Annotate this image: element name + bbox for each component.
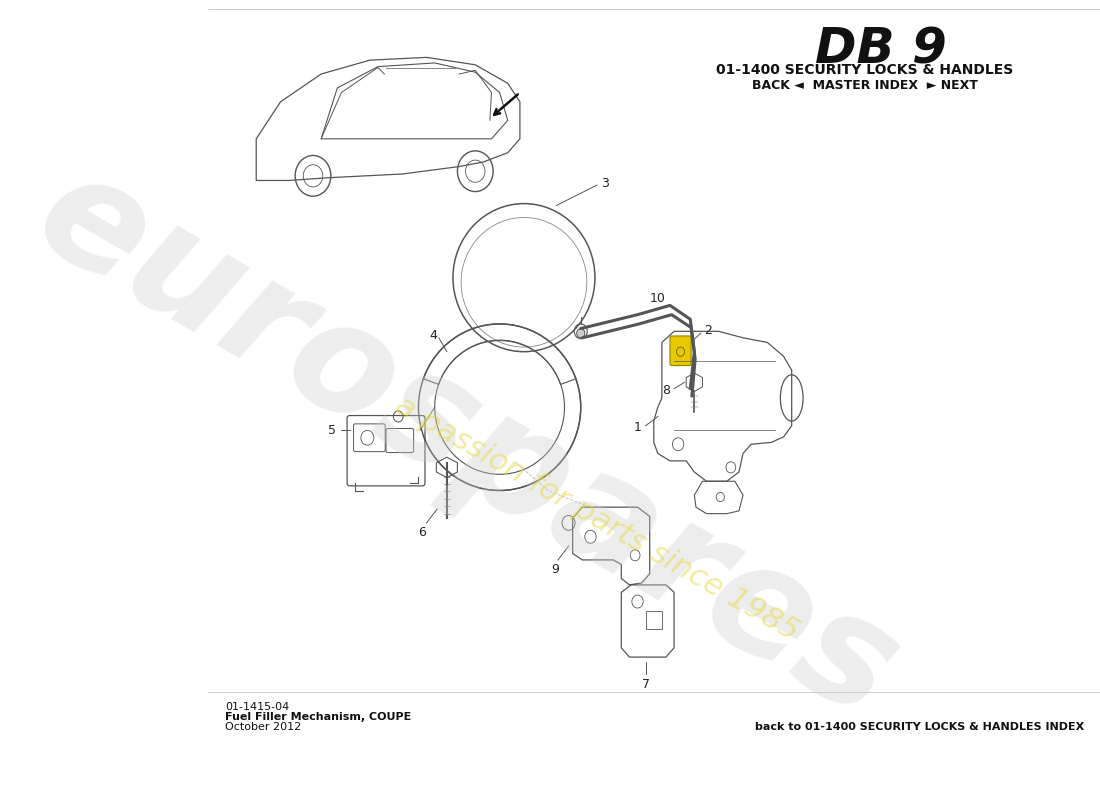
Text: back to 01-1400 SECURITY LOCKS & HANDLES INDEX: back to 01-1400 SECURITY LOCKS & HANDLES… [755, 722, 1084, 732]
Bar [646, 611, 662, 630]
Text: 01-1415-04: 01-1415-04 [226, 702, 289, 711]
Text: 6: 6 [419, 526, 427, 538]
Text: 9: 9 [551, 562, 559, 576]
Circle shape [576, 329, 585, 338]
Text: 01-1400 SECURITY LOCKS & HANDLES: 01-1400 SECURITY LOCKS & HANDLES [716, 63, 1013, 77]
Text: eurospares: eurospares [12, 138, 923, 750]
Text: BACK ◄  MASTER INDEX  ► NEXT: BACK ◄ MASTER INDEX ► NEXT [751, 78, 978, 92]
Text: 3: 3 [601, 177, 609, 190]
Text: DB 9: DB 9 [815, 26, 947, 74]
Text: October 2012: October 2012 [226, 722, 301, 732]
Text: 2: 2 [704, 324, 712, 337]
FancyBboxPatch shape [670, 336, 691, 366]
Text: 8: 8 [662, 384, 670, 397]
Text: 10: 10 [650, 291, 666, 305]
Text: 1: 1 [634, 421, 641, 434]
Text: a passion for parts since 1985: a passion for parts since 1985 [390, 390, 804, 646]
Text: 4: 4 [429, 329, 437, 342]
Text: Fuel Filler Mechanism, COUPE: Fuel Filler Mechanism, COUPE [226, 712, 411, 722]
Text: 5: 5 [328, 424, 336, 437]
Text: 7: 7 [641, 678, 650, 691]
